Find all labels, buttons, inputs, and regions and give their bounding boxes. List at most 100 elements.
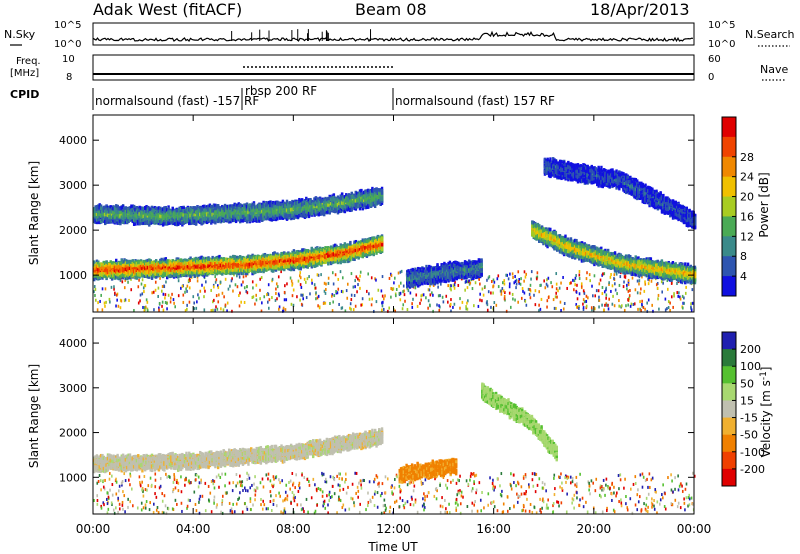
data-cell — [443, 300, 445, 303]
data-cell — [346, 289, 348, 292]
data-cell — [596, 289, 598, 292]
data-cell — [376, 300, 378, 303]
data-cell — [591, 285, 593, 288]
data-cell — [576, 284, 578, 287]
data-cell — [624, 309, 626, 312]
data-cell — [333, 282, 335, 285]
data-cell — [142, 278, 144, 281]
data-cell — [143, 290, 145, 293]
data-cell — [318, 295, 320, 298]
data-cell — [332, 271, 334, 274]
data-cell — [658, 308, 660, 311]
data-cell — [608, 307, 610, 310]
data-cell — [505, 274, 507, 277]
data-cell — [450, 287, 452, 290]
data-cell — [535, 303, 537, 306]
data-cell — [465, 280, 467, 283]
data-cell — [323, 302, 325, 305]
data-cell — [544, 286, 546, 289]
data-cell — [109, 298, 111, 301]
data-cell — [109, 301, 111, 304]
data-cell — [306, 296, 308, 299]
nsearch-tick-bottom: 10^0 — [708, 39, 735, 50]
data-cell — [116, 299, 118, 302]
data-cell — [388, 307, 390, 310]
data-cell — [347, 283, 349, 286]
data-cell — [466, 302, 468, 305]
data-cell — [105, 301, 107, 304]
data-cell — [591, 306, 593, 309]
data-cell — [616, 273, 618, 276]
data-cell — [579, 274, 581, 277]
data-cell — [286, 282, 288, 285]
data-cell — [612, 303, 614, 306]
data-cell — [524, 292, 526, 295]
data-cell — [213, 299, 215, 302]
data-cell — [164, 297, 166, 300]
data-cell — [337, 278, 339, 281]
data-cell — [438, 294, 440, 297]
data-cell — [378, 289, 380, 292]
data-cell — [128, 299, 130, 302]
data-cell — [351, 298, 353, 301]
data-cell — [235, 283, 237, 286]
data-cell — [630, 305, 632, 308]
data-cell — [120, 306, 122, 309]
data-cell — [308, 275, 310, 278]
data-cell — [147, 301, 149, 304]
data-cell — [225, 304, 227, 307]
data-cell — [357, 277, 359, 280]
data-cell — [187, 285, 189, 288]
data-cell — [371, 276, 373, 279]
station-title: Adak West (fitACF) — [93, 0, 242, 19]
data-cell — [555, 307, 557, 310]
data-cell — [481, 299, 483, 302]
data-cell — [291, 303, 293, 306]
cpid-segment-3: normalsound (fast) 157 RF — [395, 94, 555, 108]
data-cell — [186, 304, 188, 307]
data-cell — [602, 286, 604, 289]
data-cell — [509, 285, 511, 288]
data-cell — [163, 309, 165, 312]
data-cell — [661, 290, 663, 293]
data-cell — [668, 300, 670, 303]
data-cell — [267, 301, 269, 304]
data-cell — [629, 289, 631, 292]
data-cell — [275, 299, 277, 302]
data-cell — [644, 308, 646, 311]
data-cell — [102, 308, 104, 311]
data-cell — [252, 280, 254, 283]
data-cell — [486, 279, 488, 282]
data-cell — [683, 302, 685, 305]
data-cell — [170, 300, 172, 303]
data-cell — [419, 302, 421, 305]
data-cell — [498, 285, 500, 288]
data-cell — [118, 305, 120, 308]
data-cell — [104, 302, 106, 305]
nave-tick-top: 60 — [708, 54, 721, 65]
data-cell — [637, 308, 639, 311]
data-cell — [300, 283, 302, 286]
data-cell — [239, 304, 241, 307]
nave-label: Nave — [760, 63, 788, 76]
data-cell — [594, 274, 596, 277]
freq-panel-frame — [93, 55, 694, 80]
data-cell — [333, 294, 335, 297]
data-cell — [178, 279, 180, 282]
data-cell — [615, 289, 617, 292]
data-cell — [304, 278, 306, 281]
data-cell — [469, 282, 471, 285]
data-cell — [223, 295, 225, 298]
data-cell — [467, 286, 469, 289]
data-cell — [522, 290, 524, 293]
data-cell — [665, 298, 667, 301]
data-cell — [442, 296, 444, 299]
data-cell — [153, 291, 155, 294]
data-cell — [586, 305, 588, 308]
data-cell — [232, 290, 234, 293]
data-cell — [403, 285, 405, 288]
data-cell — [309, 292, 311, 295]
data-cell — [396, 288, 398, 291]
data-cell — [603, 309, 605, 312]
